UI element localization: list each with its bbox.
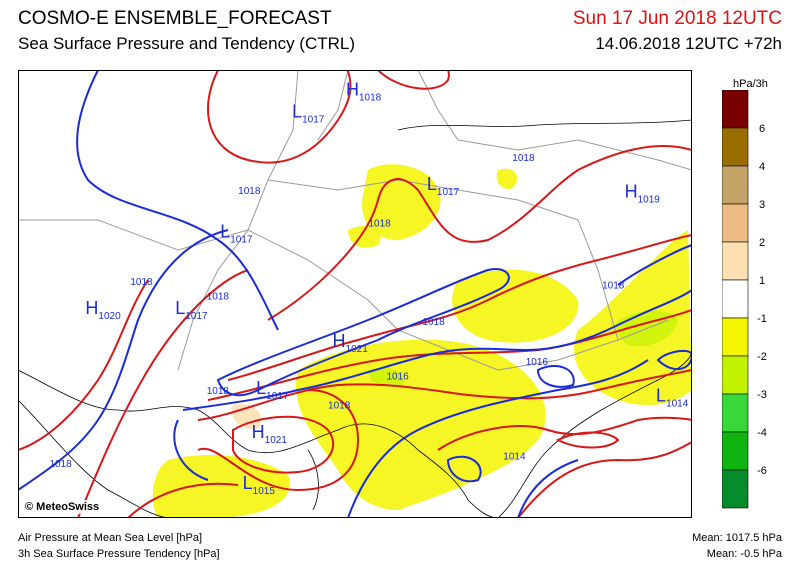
center-value: 1017	[185, 311, 208, 322]
pressure-center-high: H1019	[625, 181, 661, 205]
center-value: 1019	[638, 194, 661, 205]
pressure-center-low: L1015	[243, 473, 276, 497]
legend-tick-label: -2	[757, 351, 767, 363]
center-type: L	[427, 174, 437, 194]
isobar-label: 1018	[602, 281, 625, 292]
pressure-center-low: L1017	[292, 101, 325, 125]
copyright-label: © MeteoSwiss	[22, 500, 103, 514]
legend-swatch	[722, 165, 749, 205]
center-type: H	[346, 79, 359, 99]
isobar-label: 1018	[328, 401, 351, 412]
legend-swatch	[722, 203, 749, 243]
pressure-center-low: L1014	[656, 385, 689, 409]
legend-tick-label: -1	[757, 313, 767, 325]
footer-tendency-desc: 3h Sea Surface Pressure Tendency [hPa]	[18, 548, 220, 560]
legend-tick-label: 6	[759, 123, 765, 135]
legend-tick-label: -4	[757, 427, 767, 439]
isobar-label: 1018	[238, 186, 261, 197]
footer-mean-tendency: Mean: -0.5 hPa	[706, 548, 782, 560]
pressure-center-low: L1017	[220, 222, 253, 246]
isobar-label: 1018	[207, 386, 230, 397]
isobar-label: 1014	[503, 452, 526, 463]
isobar-label: 1016	[386, 372, 409, 383]
center-type: L	[220, 222, 230, 242]
map-frame	[18, 70, 692, 518]
legend-unit: hPa/3h	[733, 78, 768, 90]
isobar-label: 1018	[422, 317, 445, 328]
legend-tick-label: 4	[759, 161, 765, 173]
center-type: H	[625, 181, 638, 201]
center-type: L	[256, 378, 266, 398]
run-time: 14.06.2018 12UTC +72h	[595, 34, 782, 53]
pressure-center-low: L1017	[175, 298, 208, 322]
center-value: 1021	[265, 435, 288, 446]
center-value: 1018	[359, 92, 382, 103]
isobar-label: 1018	[368, 219, 391, 230]
valid-time: Sun 17 Jun 2018 12UTC	[572, 8, 782, 29]
legend-tick-label: 2	[759, 237, 765, 249]
legend-swatch	[722, 127, 749, 167]
center-value: 1021	[346, 344, 369, 355]
chart-subtitle: Sea Surface Pressure and Tendency (CTRL)	[18, 34, 356, 53]
legend-tick-label: 1	[759, 275, 765, 287]
center-type: H	[85, 298, 98, 318]
center-type: L	[292, 101, 302, 121]
isobar-label: 1018	[130, 277, 153, 288]
legend-swatch	[722, 90, 749, 129]
footer-mean-pressure: Mean: 1017.5 hPa	[692, 532, 782, 544]
legend-swatch	[722, 279, 749, 319]
center-value: 1017	[230, 235, 253, 246]
center-type: H	[333, 331, 346, 351]
center-type: L	[243, 473, 253, 493]
isobars-blue	[18, 70, 692, 518]
isobar-label: 1018	[207, 291, 230, 302]
chart-title: COSMO-E ENSEMBLE_FORECAST	[18, 8, 332, 29]
center-value: 1020	[98, 311, 121, 322]
pressure-center-low: L1017	[427, 174, 460, 198]
legend-swatch	[722, 355, 749, 395]
legend-tick-label: -3	[757, 389, 767, 401]
isobar-label: 1018	[512, 153, 535, 164]
pressure-center-high: H1021	[252, 422, 288, 446]
legend-swatch	[722, 393, 749, 433]
pressure-center-high: H1020	[85, 298, 121, 322]
pressure-center-high: H1021	[333, 331, 369, 355]
legend-swatch	[722, 241, 749, 281]
center-value: 1014	[666, 398, 689, 409]
center-value: 1015	[253, 486, 276, 497]
legend-tick-label: 3	[759, 199, 765, 211]
legend-swatch	[722, 431, 749, 471]
center-value: 1017	[302, 114, 325, 125]
center-type: L	[656, 385, 666, 405]
pressure-center-low: L1017	[256, 378, 289, 402]
isobar-label: 1016	[526, 357, 549, 368]
footer-pressure-desc: Air Pressure at Mean Sea Level [hPa]	[18, 532, 203, 544]
center-type: H	[252, 422, 265, 442]
isobar-label: 1018	[49, 459, 72, 470]
pressure-center-high: H1018	[346, 79, 382, 103]
center-type: L	[175, 298, 185, 318]
legend-tick-label: -6	[757, 465, 767, 477]
legend-swatch	[722, 469, 749, 509]
legend-swatch	[722, 317, 749, 357]
tendency-legend: 6 4 3 2 1 -1 -2 -3 -4 -6	[722, 90, 767, 509]
isobars-red	[18, 70, 692, 518]
center-value: 1017	[437, 187, 460, 198]
center-value: 1017	[266, 391, 289, 402]
isobar-labels: 1018 1018 1018 1018 1018 1018 1018 1018 1018 1018…	[49, 153, 624, 470]
